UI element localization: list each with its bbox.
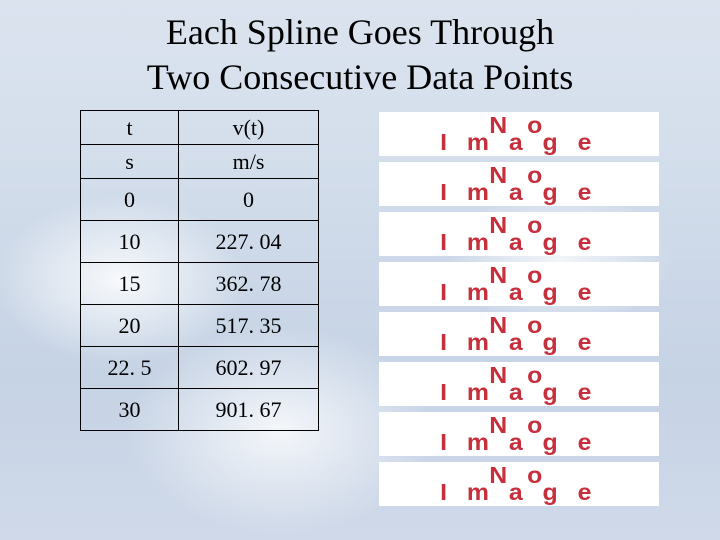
no-image-text: N o I m a g e [446, 317, 592, 350]
cell-t: 10 [81, 221, 179, 263]
unit-t: s [81, 145, 179, 179]
cell-v: 0 [179, 179, 319, 221]
no-image-placeholder: N o I m a g e [379, 412, 659, 456]
table-row: 15 362. 78 [81, 263, 319, 305]
no-image-placeholder: N o I m a g e [379, 262, 659, 306]
no-image-placeholder: N o I m a g e [379, 112, 659, 156]
title-line-1: Each Spline Goes Through [166, 12, 554, 52]
unit-v: m/s [179, 145, 319, 179]
table-row: 30 901. 67 [81, 389, 319, 431]
cell-v: 362. 78 [179, 263, 319, 305]
no-image-placeholder: N o I m a g e [379, 462, 659, 506]
no-image-line2: I m a g e [440, 484, 598, 501]
table-units-row: s m/s [81, 145, 319, 179]
placeholder-column: N o I m a g e N o I m a g e N o I m a g … [379, 112, 696, 506]
header-t: t [81, 111, 179, 145]
no-image-text: N o I m a g e [446, 217, 592, 250]
no-image-line2: I m a g e [440, 184, 598, 201]
cell-v: 227. 04 [179, 221, 319, 263]
table-row: 0 0 [81, 179, 319, 221]
table-row: 10 227. 04 [81, 221, 319, 263]
header-v: v(t) [179, 111, 319, 145]
no-image-text: N o I m a g e [446, 117, 592, 150]
no-image-line2: I m a g e [440, 234, 598, 251]
table-row: 22. 5 602. 97 [81, 347, 319, 389]
cell-t: 20 [81, 305, 179, 347]
no-image-text: N o I m a g e [446, 467, 592, 500]
cell-t: 0 [81, 179, 179, 221]
cell-t: 22. 5 [81, 347, 179, 389]
no-image-line2: I m a g e [440, 284, 598, 301]
cell-v: 901. 67 [179, 389, 319, 431]
no-image-text: N o I m a g e [446, 417, 592, 450]
no-image-line2: I m a g e [440, 134, 598, 151]
no-image-line2: I m a g e [440, 384, 598, 401]
cell-t: 30 [81, 389, 179, 431]
table-header-row: t v(t) [81, 111, 319, 145]
no-image-placeholder: N o I m a g e [379, 362, 659, 406]
title-line-2: Two Consecutive Data Points [147, 57, 573, 97]
cell-t: 15 [81, 263, 179, 305]
no-image-placeholder: N o I m a g e [379, 212, 659, 256]
no-image-text: N o I m a g e [446, 267, 592, 300]
no-image-line2: I m a g e [440, 334, 598, 351]
table-row: 20 517. 35 [81, 305, 319, 347]
slide-title: Each Spline Goes Through Two Consecutive… [0, 0, 720, 100]
cell-v: 517. 35 [179, 305, 319, 347]
no-image-placeholder: N o I m a g e [379, 162, 659, 206]
no-image-placeholder: N o I m a g e [379, 312, 659, 356]
data-table-wrap: t v(t) s m/s 0 0 10 227. 04 15 362. 78 2… [80, 110, 319, 506]
no-image-text: N o I m a g e [446, 367, 592, 400]
no-image-line2: I m a g e [440, 434, 598, 451]
cell-v: 602. 97 [179, 347, 319, 389]
data-table: t v(t) s m/s 0 0 10 227. 04 15 362. 78 2… [80, 110, 319, 431]
content-area: t v(t) s m/s 0 0 10 227. 04 15 362. 78 2… [0, 110, 720, 506]
no-image-text: N o I m a g e [446, 167, 592, 200]
